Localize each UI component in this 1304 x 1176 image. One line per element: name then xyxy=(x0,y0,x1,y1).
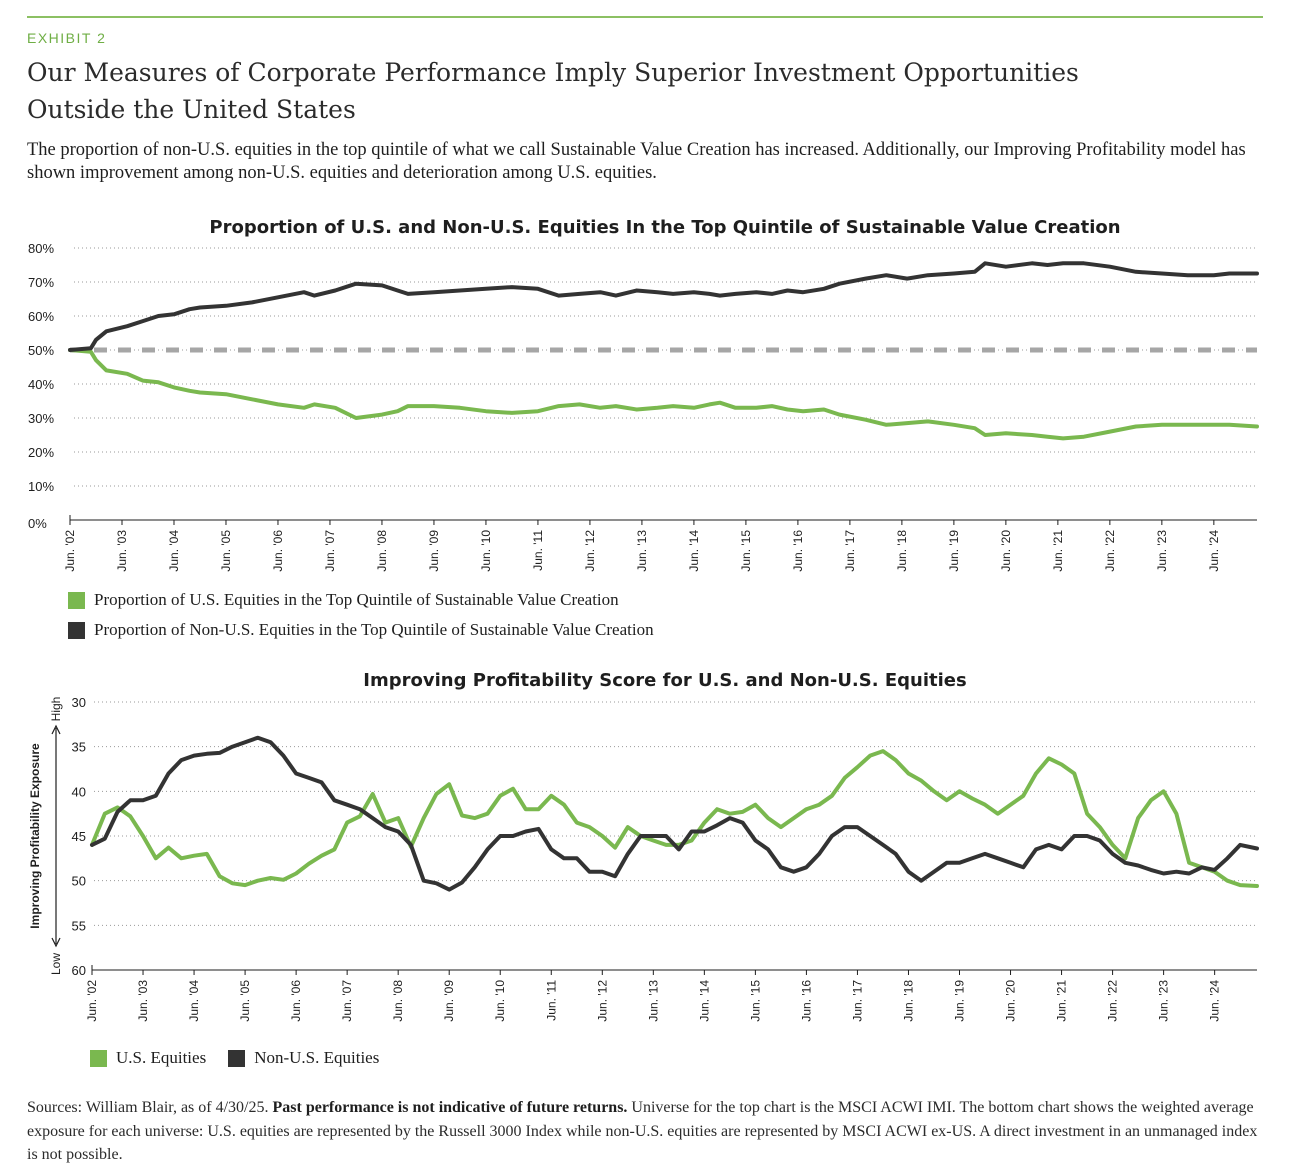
top-rule xyxy=(27,16,1263,18)
chart1-title: Proportion of U.S. and Non-U.S. Equities… xyxy=(209,217,1121,238)
chart2-legend: U.S. Equities Non-U.S. Equities xyxy=(90,1048,379,1068)
chart2-x-tick-label: Jun. '02 xyxy=(85,980,99,1022)
down-arrow-icon xyxy=(51,937,61,948)
chart2-y-tick-label: 50 xyxy=(72,874,86,889)
chart2-x-tick-label: Jun. '08 xyxy=(391,980,405,1022)
chart2-x-tick-label: Jun. '13 xyxy=(646,980,660,1022)
chart1-x-tick-label: Jun. '04 xyxy=(167,530,181,572)
chart2-x-tick-label: Jun. '05 xyxy=(238,980,252,1022)
chart1-x-tick-label: Jun. '09 xyxy=(427,530,441,572)
legend-swatch-nonus xyxy=(68,621,85,639)
chart1-x-tick-label: Jun. '21 xyxy=(1051,530,1065,572)
legend2-swatch-nonus xyxy=(228,1049,246,1067)
chart1-x-tick-label: Jun. '18 xyxy=(895,530,909,572)
chart1-x-tick-label: Jun. '16 xyxy=(791,530,805,572)
chart1-x-tick-label: Jun. '20 xyxy=(999,530,1013,572)
chart1-y-tick-label: 0% xyxy=(28,516,47,531)
chart2-y-tick-label: 40 xyxy=(72,784,86,799)
chart1-x-tick-label: Jun. '05 xyxy=(219,530,233,572)
chart1-x-tick-label: Jun. '14 xyxy=(687,530,701,572)
chart1-y-tick-label: 40% xyxy=(28,377,54,392)
chart2-x-tick-label: Jun. '21 xyxy=(1055,980,1069,1022)
chart2-y-high-label: High xyxy=(49,697,63,722)
exhibit-label: EXHIBIT 2 xyxy=(27,30,107,46)
legend-item-us: Proportion of U.S. Equities in the Top Q… xyxy=(68,590,654,610)
chart1-series-nonus-line xyxy=(68,261,1259,352)
chart2-x-tick-label: Jun. '14 xyxy=(697,980,711,1022)
chart1-y-tick-label: 60% xyxy=(28,309,54,324)
chart2-series-nonus-line xyxy=(90,735,1259,892)
chart1-x-tick-label: Jun. '12 xyxy=(583,530,597,572)
chart1-y-tick-label: 70% xyxy=(28,275,54,290)
sources-prefix: Sources: William Blair, as of 4/30/25. xyxy=(27,1099,273,1116)
chart2-series-us-line xyxy=(90,749,1259,888)
chart1-x-tick-label: Jun. '03 xyxy=(115,530,129,572)
chart1-y-tick-label: 10% xyxy=(28,479,54,494)
chart2-x-tick-label: Jun. '04 xyxy=(187,980,201,1022)
chart2-y-axis-label: Improving Profitability Exposure xyxy=(28,743,42,929)
page-title: Our Measures of Corporate Performance Im… xyxy=(27,58,1079,124)
chart1-x-tick-label: Jun. '10 xyxy=(479,530,493,572)
chart2-x-tick-label: Jun. '24 xyxy=(1208,980,1222,1022)
legend2-label-nonus: Non-U.S. Equities xyxy=(254,1048,380,1067)
chart2-y-tick-label: 30 xyxy=(72,695,86,710)
legend2-swatch-us xyxy=(90,1049,107,1067)
chart1-y-tick-label: 50% xyxy=(28,343,54,358)
chart2-x-tick-label: Jun. '17 xyxy=(850,980,864,1022)
chart2-x-tick-label: Jun. '16 xyxy=(799,980,813,1022)
legend2-item-us: U.S. Equities xyxy=(90,1048,206,1068)
chart1-x-tick-label: Jun. '11 xyxy=(531,530,545,571)
chart2-x-tick-label: Jun. '23 xyxy=(1157,980,1171,1022)
chart1-x-tick-label: Jun. '15 xyxy=(739,530,753,572)
chart1-x-tick-label: Jun. '17 xyxy=(843,530,857,572)
chart1-y-tick-label: 20% xyxy=(28,445,54,460)
lede-text: The proportion of non-U.S. equities in t… xyxy=(27,140,1246,183)
chart2-y-tick-label: 60 xyxy=(72,963,86,978)
chart2-x-tick-label: Jun. '20 xyxy=(1004,980,1018,1022)
chart2-y-tick-label: 45 xyxy=(72,829,86,844)
legend-label-nonus: Proportion of Non-U.S. Equities in the T… xyxy=(94,620,654,639)
chart1-x-tick-label: Jun. '24 xyxy=(1207,530,1221,572)
disclaimer-bold: Past performance is not indicative of fu… xyxy=(272,1099,628,1116)
chart1-y-tick-label: 80% xyxy=(28,241,54,256)
chart1-legend: Proportion of U.S. Equities in the Top Q… xyxy=(68,590,654,640)
chart2-x-tick-label: Jun. '12 xyxy=(595,980,609,1022)
chart2-y-tick-label: 35 xyxy=(72,740,86,755)
up-arrow-icon xyxy=(51,724,61,735)
chart2-x-tick-label: Jun. '22 xyxy=(1106,980,1120,1022)
sources-suffix: Universe for the top chart is the MSCI A… xyxy=(27,1099,1258,1163)
chart2-x-tick-label: Jun. '19 xyxy=(952,980,966,1022)
chart1-x-tick-label: Jun. '07 xyxy=(323,530,337,572)
chart1-y-tick-label: 30% xyxy=(28,411,54,426)
chart2-x-tick-label: Jun. '09 xyxy=(442,980,456,1022)
sources-note: Sources: William Blair, as of 4/30/25. P… xyxy=(27,1096,1267,1167)
legend-label-us: Proportion of U.S. Equities in the Top Q… xyxy=(94,590,619,609)
chart2-x-tick-label: Jun. '11 xyxy=(544,980,558,1021)
chart2-title: Improving Profitability Score for U.S. a… xyxy=(363,670,967,691)
chart1-x-tick-label: Jun. '22 xyxy=(1103,530,1117,572)
chart1-x-tick-label: Jun. '06 xyxy=(271,530,285,572)
legend-swatch-us xyxy=(68,591,85,609)
chart2-x-tick-label: Jun. '06 xyxy=(289,980,303,1022)
legend2-label-us: U.S. Equities xyxy=(116,1048,207,1067)
chart1-x-tick-label: Jun. '23 xyxy=(1155,530,1169,572)
chart1-series-us-line xyxy=(68,348,1259,441)
chart2-x-tick-label: Jun. '03 xyxy=(136,980,150,1022)
chart2-y-low-label: Low xyxy=(49,953,63,975)
chart2-x-tick-label: Jun. '15 xyxy=(748,980,762,1022)
chart2-x-tick-label: Jun. '10 xyxy=(493,980,507,1022)
legend2-item-nonus: Non-U.S. Equities xyxy=(228,1048,379,1068)
chart1-x-tick-label: Jun. '13 xyxy=(635,530,649,572)
chart1-x-tick-label: Jun. '08 xyxy=(375,530,389,572)
chart2-y-tick-label: 55 xyxy=(72,918,86,933)
legend-item-nonus: Proportion of Non-U.S. Equities in the T… xyxy=(68,620,654,640)
chart2-x-tick-label: Jun. '07 xyxy=(340,980,354,1022)
chart1-x-tick-label: Jun. '19 xyxy=(947,530,961,572)
chart2-x-tick-label: Jun. '18 xyxy=(901,980,915,1022)
chart1-x-tick-label: Jun. '02 xyxy=(63,530,77,572)
